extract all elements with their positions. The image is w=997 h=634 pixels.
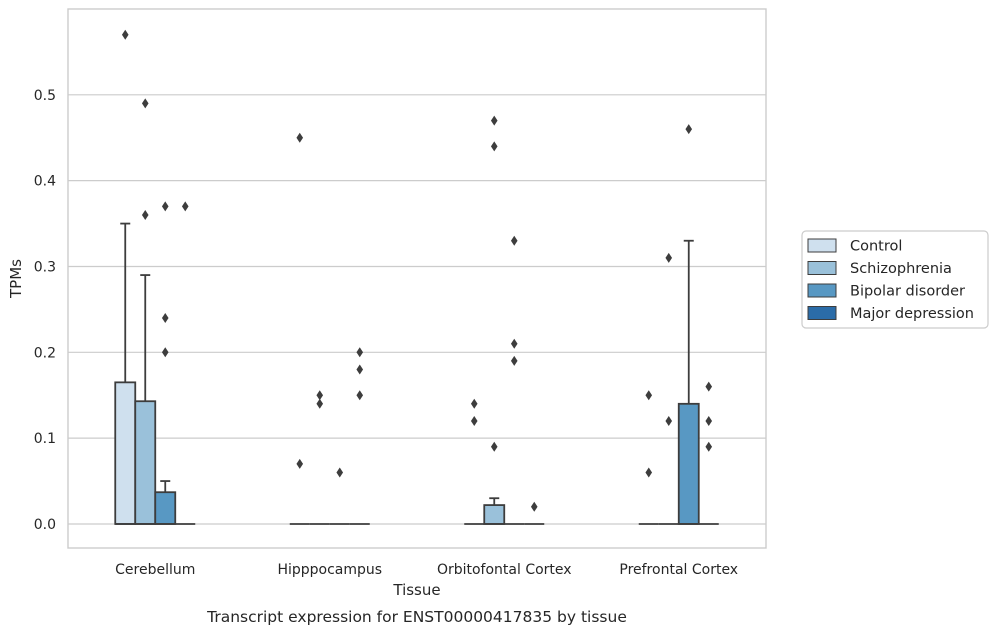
outlier-point [665, 252, 673, 263]
legend-frame [801, 230, 989, 329]
box [154, 491, 177, 525]
outlier-point [161, 201, 169, 212]
outlier-point [121, 29, 129, 40]
outlier-point [470, 398, 478, 409]
outlier-point [161, 347, 169, 358]
chart-caption: Transcript expression for ENST0000041783… [206, 608, 627, 626]
y-tick-label: 0.4 [34, 174, 56, 190]
gridlines [68, 94, 766, 525]
y-tick-label: 0.1 [34, 431, 56, 447]
x-tick-label: Orbitofontal Cortex [437, 562, 572, 578]
outlier-point [356, 390, 364, 401]
y-tick-label: 0.0 [34, 517, 56, 533]
outlier-point [356, 364, 364, 375]
y-tick-label: 0.5 [34, 88, 56, 104]
outlier-point [470, 415, 478, 426]
legend-swatch [807, 261, 837, 275]
outlier-points [121, 29, 713, 512]
outlier-point [161, 312, 169, 323]
legend-label: Bipolar disorder [850, 284, 965, 300]
outlier-point [296, 132, 304, 143]
outlier-point [510, 355, 518, 366]
y-axis-title: TPMs [7, 259, 25, 299]
outlier-point [645, 390, 653, 401]
outlier-point [490, 441, 498, 452]
outlier-point [665, 415, 673, 426]
plot-area-frame [67, 8, 767, 549]
box [483, 504, 506, 525]
y-axis-tick-labels: 0.0 0.1 0.2 0.3 0.4 0.5 [34, 88, 56, 533]
outlier-point [530, 501, 538, 512]
x-axis-tick-labels: Cerebellum Hipppocampus Orbitofontal Corte… [115, 562, 738, 578]
outlier-point [685, 124, 693, 135]
legend-label: Major depression [850, 306, 974, 322]
outlier-point [356, 347, 364, 358]
outlier-point [705, 381, 713, 392]
legend-label: Control [850, 239, 902, 255]
x-tick-label: Hipppocampus [277, 562, 382, 578]
outlier-point [296, 458, 304, 469]
outlier-point [705, 415, 713, 426]
legend: Control Schizophrenia Bipolar disorder Majo… [801, 230, 989, 329]
box [677, 402, 700, 525]
outlier-point [510, 338, 518, 349]
outlier-point [510, 235, 518, 246]
x-tick-label: Cerebellum [115, 562, 195, 578]
outlier-point [645, 467, 653, 478]
legend-label: Schizophrenia [850, 261, 952, 277]
legend-swatch [807, 238, 837, 253]
outlier-point [316, 398, 324, 409]
outlier-point [181, 201, 189, 212]
legend-swatch [807, 306, 837, 320]
legend-swatch [807, 283, 837, 298]
x-axis-title: Tissue [392, 581, 440, 599]
outlier-point [141, 209, 149, 220]
box-series [114, 222, 719, 525]
outlier-point [490, 141, 498, 152]
box [134, 400, 157, 525]
y-tick-label: 0.2 [34, 345, 56, 361]
outlier-point [336, 467, 344, 478]
outlier-point [705, 441, 713, 452]
x-tick-label: Prefrontal Cortex [619, 562, 738, 578]
outlier-point [141, 98, 149, 109]
box [114, 381, 137, 525]
y-tick-label: 0.3 [34, 259, 56, 275]
outlier-point [316, 390, 324, 401]
outlier-point [490, 115, 498, 126]
